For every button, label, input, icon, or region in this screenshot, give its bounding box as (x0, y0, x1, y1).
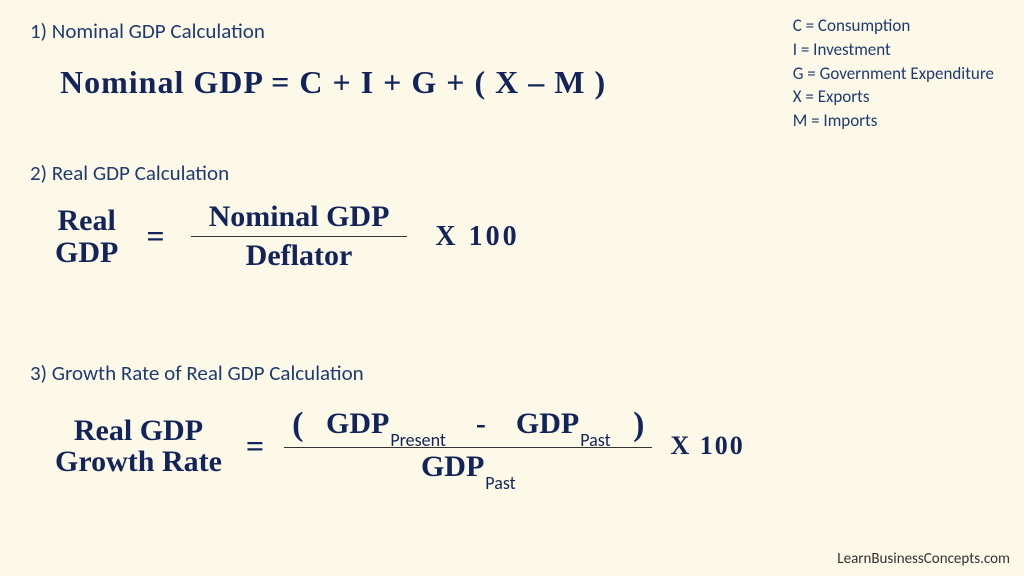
gdp-present-base: GDP (326, 407, 389, 440)
real-gdp-formula: Real GDP = Nominal GDP Deflator X 100 (55, 200, 520, 273)
open-paren: ( (292, 406, 303, 443)
legend-m: M = Imports (793, 109, 994, 133)
growth-rate-formula: Real GDP Growth Rate = ( GDPPresent - GD… (55, 404, 745, 488)
lhs-line1: Real GDP (55, 415, 222, 447)
real-gdp-lhs: Real GDP (55, 205, 118, 268)
attribution: LearnBusinessConcepts.com (837, 550, 1010, 568)
gdp-present-sub: Present (390, 429, 446, 451)
legend-g: G = Government Expenditure (793, 62, 994, 86)
gdp-past-den-base: GDP (421, 450, 484, 483)
equals-sign: = (246, 428, 264, 465)
times-100: X 100 (435, 221, 519, 253)
numerator: ( GDPPresent - GDPPast ) (284, 404, 652, 447)
minus-sign: - (476, 407, 486, 440)
legend-x: X = Exports (793, 85, 994, 109)
lhs-line1: Real (55, 205, 118, 237)
equals-sign: = (146, 218, 164, 255)
nominal-gdp-formula: Nominal GDP = C + I + G + ( X – M ) (60, 64, 606, 101)
growth-rate-lhs: Real GDP Growth Rate (55, 415, 222, 478)
section3-title: 3) Growth Rate of Real GDP Calculation (30, 360, 364, 386)
growth-rate-fraction: ( GDPPresent - GDPPast ) GDPPast (284, 404, 652, 488)
legend-c: C = Consumption (793, 14, 994, 38)
section2-title: 2) Real GDP Calculation (30, 160, 229, 186)
legend-i: I = Investment (793, 38, 994, 62)
denominator: GDPPast (421, 448, 516, 488)
gdp-past-den-sub: Past (485, 472, 515, 494)
times-100: X 100 (670, 431, 744, 461)
real-gdp-fraction: Nominal GDP Deflator (191, 200, 408, 273)
numerator: Nominal GDP (191, 200, 408, 236)
denominator: Deflator (246, 237, 353, 273)
lhs-line2: Growth Rate (55, 446, 222, 478)
gdp-past-sub: Past (580, 429, 610, 451)
gdp-past-base: GDP (516, 407, 579, 440)
close-paren: ) (633, 406, 644, 443)
section1-title: 1) Nominal GDP Calculation (30, 18, 265, 44)
lhs-line2: GDP (55, 237, 118, 269)
variable-legend: C = Consumption I = Investment G = Gover… (793, 14, 994, 133)
